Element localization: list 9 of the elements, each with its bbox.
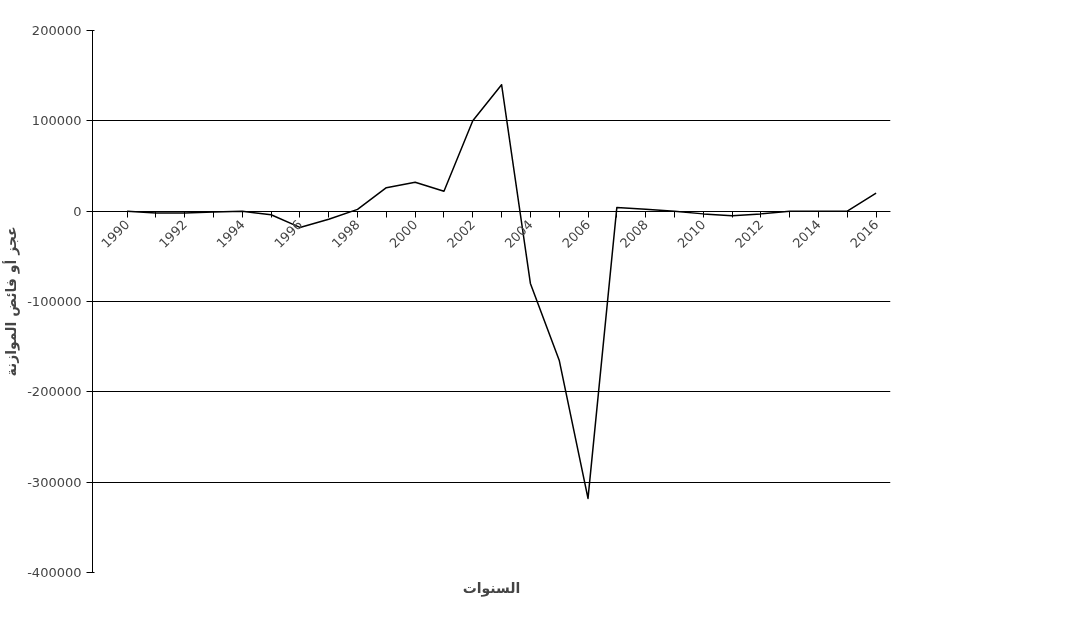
y-tick-label: -400000	[27, 565, 82, 580]
y-tick-label: -100000	[27, 294, 82, 309]
x-axis-title: السنوات	[462, 579, 521, 597]
y-tick-label: 100000	[31, 113, 82, 129]
y-tick-label: 200000	[31, 23, 82, 38]
y-tick-label: -300000	[27, 474, 82, 490]
y-axis-title: عجز أو فائض الموازنة	[2, 226, 21, 377]
y-tick-label: 0	[73, 203, 82, 219]
y-tick-label: -200000	[27, 384, 82, 400]
